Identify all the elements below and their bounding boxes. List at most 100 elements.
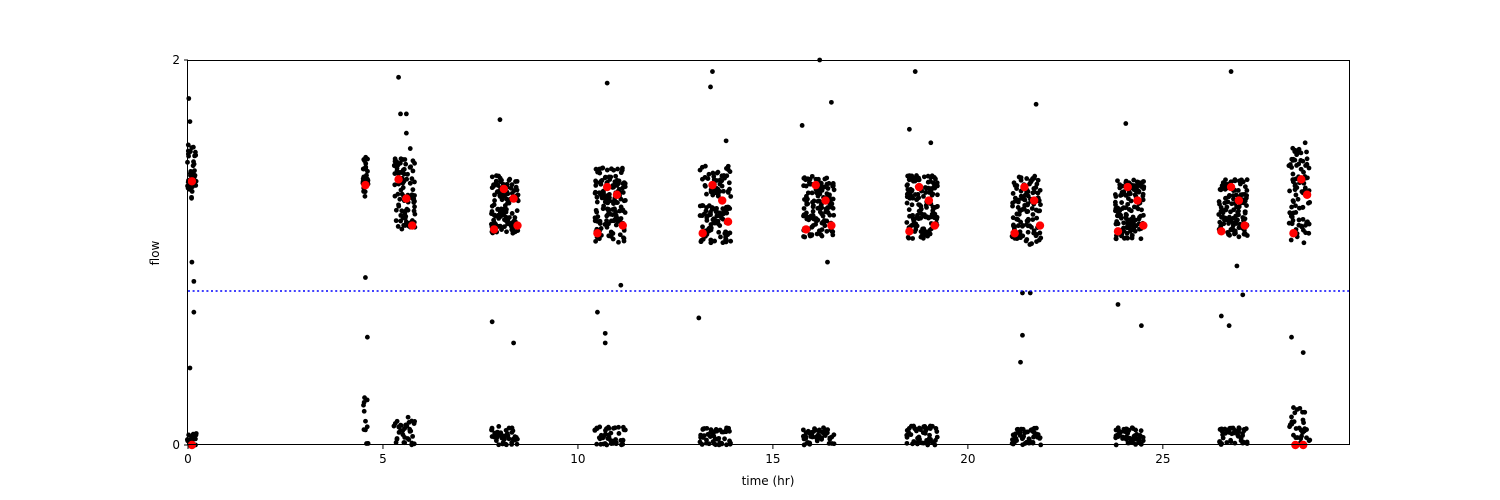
- data-point: [598, 225, 604, 231]
- data-point: [1304, 427, 1309, 432]
- data-point: [1015, 223, 1021, 229]
- data-point: [1138, 323, 1144, 329]
- data-point: [394, 418, 400, 424]
- data-point: [1288, 213, 1294, 219]
- data-point: [1124, 212, 1129, 218]
- data-point: [819, 188, 825, 193]
- data-point: [193, 436, 198, 442]
- data-point: [912, 229, 918, 234]
- data-point: [1290, 198, 1296, 204]
- data-point: [397, 196, 403, 202]
- data-point: [393, 218, 399, 224]
- data-point: [1291, 405, 1296, 410]
- data-point: [713, 209, 719, 215]
- data-point: [496, 424, 502, 429]
- data-point: [721, 188, 726, 194]
- data-point: [404, 176, 410, 182]
- data-point: [1301, 169, 1306, 175]
- data-point: [818, 203, 824, 209]
- data-point: [916, 195, 922, 201]
- highlight-point: [1035, 221, 1045, 230]
- data-point: [1119, 200, 1125, 205]
- data-point: [815, 176, 821, 182]
- data-point: [809, 232, 815, 237]
- data-point: [1014, 183, 1020, 188]
- data-point: [930, 191, 936, 197]
- plot-frame: [187, 60, 1350, 445]
- data-point: [362, 193, 368, 199]
- data-point: [597, 218, 603, 224]
- data-point: [365, 156, 370, 162]
- data-point: [621, 180, 627, 186]
- data-point: [602, 340, 608, 346]
- data-point: [1226, 323, 1232, 329]
- highlight-point: [1133, 196, 1142, 205]
- data-point: [719, 441, 725, 447]
- data-point: [405, 171, 410, 177]
- data-point: [1025, 202, 1030, 208]
- highlight-point: [827, 221, 836, 230]
- data-point: [1027, 181, 1032, 187]
- data-point: [1033, 425, 1039, 431]
- data-point: [805, 201, 811, 207]
- data-point: [1243, 426, 1249, 432]
- data-point: [726, 180, 732, 186]
- data-point: [600, 165, 606, 171]
- data-point: [410, 187, 416, 193]
- data-point: [1038, 202, 1043, 208]
- data-point: [1237, 426, 1242, 432]
- data-point: [727, 230, 733, 236]
- data-point: [824, 228, 830, 234]
- data-point: [189, 259, 195, 265]
- data-point: [923, 190, 928, 195]
- data-point: [403, 111, 409, 117]
- highlight-point: [1123, 182, 1132, 192]
- data-point: [1140, 197, 1146, 203]
- data-point: [803, 436, 809, 441]
- data-point: [510, 428, 516, 434]
- data-point: [826, 181, 832, 186]
- data-point: [1033, 185, 1039, 190]
- highlight-point: [612, 190, 622, 199]
- data-point: [1126, 427, 1132, 433]
- data-point: [921, 193, 926, 199]
- highlight-point: [930, 221, 939, 230]
- data-point: [614, 200, 619, 205]
- highlight-point: [924, 196, 934, 205]
- x-tick-label: 25: [1155, 452, 1170, 466]
- data-point: [1011, 224, 1017, 229]
- data-point: [1223, 177, 1228, 183]
- data-point: [1025, 189, 1031, 195]
- data-point: [1295, 196, 1301, 202]
- data-point: [1115, 221, 1121, 227]
- data-point: [600, 206, 606, 212]
- data-point: [193, 152, 199, 158]
- data-point: [824, 175, 830, 181]
- data-point: [727, 206, 733, 211]
- data-point: [364, 424, 370, 430]
- highlight-point: [1139, 221, 1148, 230]
- data-point: [620, 437, 626, 443]
- data-point: [1244, 439, 1250, 445]
- data-point: [1293, 210, 1299, 215]
- data-point: [393, 207, 399, 213]
- data-point: [1132, 228, 1138, 234]
- data-point: [1244, 188, 1250, 193]
- data-point: [830, 205, 836, 211]
- data-point: [1236, 208, 1241, 214]
- data-point: [593, 238, 599, 244]
- data-point: [934, 204, 940, 210]
- data-point: [187, 119, 193, 124]
- data-point: [701, 433, 707, 438]
- data-point: [1115, 302, 1121, 307]
- data-point: [799, 123, 805, 128]
- data-point: [604, 167, 610, 173]
- data-point: [717, 189, 723, 194]
- data-point: [1031, 434, 1036, 440]
- plot-marks: [184, 57, 1313, 450]
- data-point: [815, 217, 821, 223]
- data-point: [704, 191, 709, 197]
- data-point: [1018, 219, 1024, 225]
- data-point: [1228, 69, 1234, 74]
